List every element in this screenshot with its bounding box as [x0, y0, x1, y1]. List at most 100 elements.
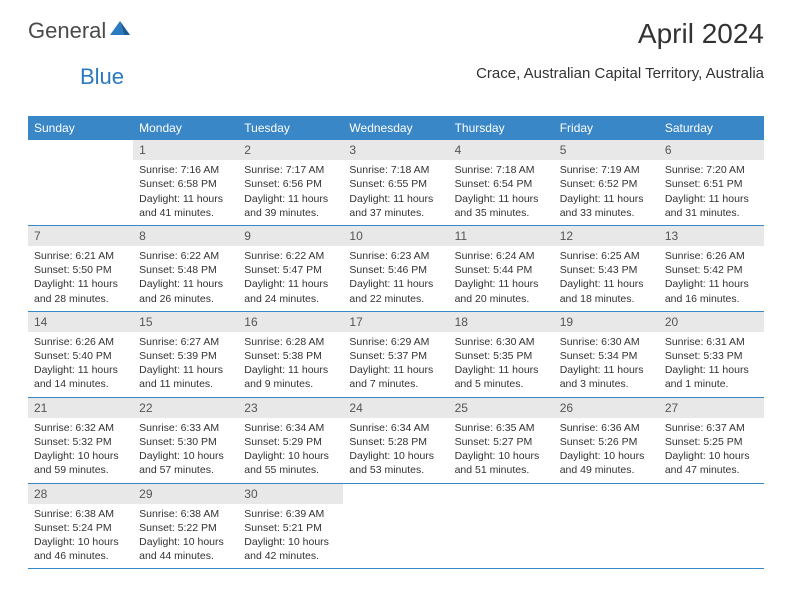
dow-cell: Thursday [449, 116, 554, 140]
week-row: 7Sunrise: 6:21 AMSunset: 5:50 PMDaylight… [28, 226, 764, 312]
daylight-text: Daylight: 11 hours and 24 minutes. [244, 277, 337, 305]
sunrise-text: Sunrise: 6:25 AM [560, 249, 653, 263]
day-cell: 4Sunrise: 7:18 AMSunset: 6:54 PMDaylight… [449, 140, 554, 225]
sunrise-text: Sunrise: 6:36 AM [560, 421, 653, 435]
day-number: 25 [449, 398, 554, 418]
day-number: 10 [343, 226, 448, 246]
day-cell: 6Sunrise: 7:20 AMSunset: 6:51 PMDaylight… [659, 140, 764, 225]
month-title: April 2024 [476, 18, 764, 50]
daylight-text: Daylight: 11 hours and 11 minutes. [139, 363, 232, 391]
day-number: 1 [133, 140, 238, 160]
day-cell: 23Sunrise: 6:34 AMSunset: 5:29 PMDayligh… [238, 398, 343, 483]
day-cell: 8 Sunrise: 6:22 AMSunset: 5:48 PMDaylight… [133, 226, 238, 311]
sunrise-text: Sunrise: 6:29 AM [349, 335, 442, 349]
day-number: 30 [238, 484, 343, 504]
day-number: 27 [659, 398, 764, 418]
day-number: 9 [238, 226, 343, 246]
day-cell [659, 484, 764, 569]
day-number: 13 [659, 226, 764, 246]
sunset-text: Sunset: 5:48 PM [139, 263, 232, 277]
day-number: 2 [238, 140, 343, 160]
sunset-text: Sunset: 5:26 PM [560, 435, 653, 449]
day-number: 6 [659, 140, 764, 160]
day-cell: 15Sunrise: 6:27 AMSunset: 5:39 PMDayligh… [133, 312, 238, 397]
sunset-text: Sunset: 6:51 PM [665, 177, 758, 191]
sunset-text: Sunset: 5:27 PM [455, 435, 548, 449]
daylight-text: Daylight: 11 hours and 18 minutes. [560, 277, 653, 305]
sunset-text: Sunset: 5:28 PM [349, 435, 442, 449]
day-number: 17 [343, 312, 448, 332]
sunset-text: Sunset: 5:46 PM [349, 263, 442, 277]
week-row: 1Sunrise: 7:16 AMSunset: 6:58 PMDaylight… [28, 140, 764, 226]
day-cell: 10 Sunrise: 6:23 AMSunset: 5:46 PMDayligh… [343, 226, 448, 311]
sunset-text: Sunset: 5:22 PM [139, 521, 232, 535]
day-number: 19 [554, 312, 659, 332]
sunrise-text: Sunrise: 6:23 AM [349, 249, 442, 263]
week-row: 28Sunrise: 6:38 AMSunset: 5:24 PMDayligh… [28, 484, 764, 570]
sunrise-text: Sunrise: 6:22 AM [244, 249, 337, 263]
sunrise-text: Sunrise: 6:39 AM [244, 507, 337, 521]
daylight-text: Daylight: 11 hours and 33 minutes. [560, 192, 653, 220]
day-cell: 21Sunrise: 6:32 AMSunset: 5:32 PMDayligh… [28, 398, 133, 483]
calendar: SundayMondayTuesdayWednesdayThursdayFrid… [28, 116, 764, 569]
daylight-text: Daylight: 11 hours and 28 minutes. [34, 277, 127, 305]
sunset-text: Sunset: 6:54 PM [455, 177, 548, 191]
sunrise-text: Sunrise: 7:16 AM [139, 163, 232, 177]
day-cell: 5Sunrise: 7:19 AMSunset: 6:52 PMDaylight… [554, 140, 659, 225]
day-number: 14 [28, 312, 133, 332]
sunset-text: Sunset: 6:55 PM [349, 177, 442, 191]
sunrise-text: Sunrise: 6:38 AM [139, 507, 232, 521]
sunrise-text: Sunrise: 6:24 AM [455, 249, 548, 263]
sunset-text: Sunset: 6:58 PM [139, 177, 232, 191]
sunrise-text: Sunrise: 6:26 AM [665, 249, 758, 263]
day-number: 15 [133, 312, 238, 332]
daylight-text: Daylight: 10 hours and 59 minutes. [34, 449, 127, 477]
daylight-text: Daylight: 11 hours and 22 minutes. [349, 277, 442, 305]
daylight-text: Daylight: 11 hours and 16 minutes. [665, 277, 758, 305]
sunrise-text: Sunrise: 7:17 AM [244, 163, 337, 177]
days-of-week-header: SundayMondayTuesdayWednesdayThursdayFrid… [28, 116, 764, 140]
day-number: 11 [449, 226, 554, 246]
sunset-text: Sunset: 6:56 PM [244, 177, 337, 191]
sunset-text: Sunset: 5:25 PM [665, 435, 758, 449]
day-number: 22 [133, 398, 238, 418]
day-cell: 26Sunrise: 6:36 AMSunset: 5:26 PMDayligh… [554, 398, 659, 483]
day-cell: 9Sunrise: 6:22 AMSunset: 5:47 PMDaylight… [238, 226, 343, 311]
daylight-text: Daylight: 10 hours and 46 minutes. [34, 535, 127, 563]
daylight-text: Daylight: 10 hours and 47 minutes. [665, 449, 758, 477]
dow-cell: Sunday [28, 116, 133, 140]
day-cell: 3Sunrise: 7:18 AMSunset: 6:55 PMDaylight… [343, 140, 448, 225]
day-cell: 18Sunrise: 6:30 AMSunset: 5:35 PMDayligh… [449, 312, 554, 397]
sunset-text: Sunset: 5:38 PM [244, 349, 337, 363]
sunrise-text: Sunrise: 6:34 AM [349, 421, 442, 435]
day-cell: 29Sunrise: 6:38 AMSunset: 5:22 PMDayligh… [133, 484, 238, 569]
daylight-text: Daylight: 10 hours and 57 minutes. [139, 449, 232, 477]
daylight-text: Daylight: 11 hours and 26 minutes. [139, 277, 232, 305]
sunrise-text: Sunrise: 6:37 AM [665, 421, 758, 435]
logo: General [28, 18, 132, 44]
day-number: 16 [238, 312, 343, 332]
dow-cell: Saturday [659, 116, 764, 140]
logo-text-blue: Blue [80, 64, 124, 89]
daylight-text: Daylight: 11 hours and 35 minutes. [455, 192, 548, 220]
daylight-text: Daylight: 11 hours and 41 minutes. [139, 192, 232, 220]
sunrise-text: Sunrise: 6:22 AM [139, 249, 232, 263]
day-cell: 11Sunrise: 6:24 AMSunset: 5:44 PMDayligh… [449, 226, 554, 311]
sunset-text: Sunset: 5:42 PM [665, 263, 758, 277]
sunrise-text: Sunrise: 6:27 AM [139, 335, 232, 349]
day-number: 8 [133, 226, 238, 246]
sunset-text: Sunset: 5:44 PM [455, 263, 548, 277]
day-cell: 12Sunrise: 6:25 AMSunset: 5:43 PMDayligh… [554, 226, 659, 311]
daylight-text: Daylight: 11 hours and 5 minutes. [455, 363, 548, 391]
daylight-text: Daylight: 10 hours and 55 minutes. [244, 449, 337, 477]
day-cell: 20Sunrise: 6:31 AMSunset: 5:33 PMDayligh… [659, 312, 764, 397]
sunset-text: Sunset: 5:24 PM [34, 521, 127, 535]
sunset-text: Sunset: 5:37 PM [349, 349, 442, 363]
sunrise-text: Sunrise: 7:18 AM [455, 163, 548, 177]
day-cell: 24Sunrise: 6:34 AMSunset: 5:28 PMDayligh… [343, 398, 448, 483]
sunset-text: Sunset: 5:32 PM [34, 435, 127, 449]
day-cell [554, 484, 659, 569]
daylight-text: Daylight: 10 hours and 51 minutes. [455, 449, 548, 477]
week-row: 21Sunrise: 6:32 AMSunset: 5:32 PMDayligh… [28, 398, 764, 484]
day-cell: 25Sunrise: 6:35 AMSunset: 5:27 PMDayligh… [449, 398, 554, 483]
